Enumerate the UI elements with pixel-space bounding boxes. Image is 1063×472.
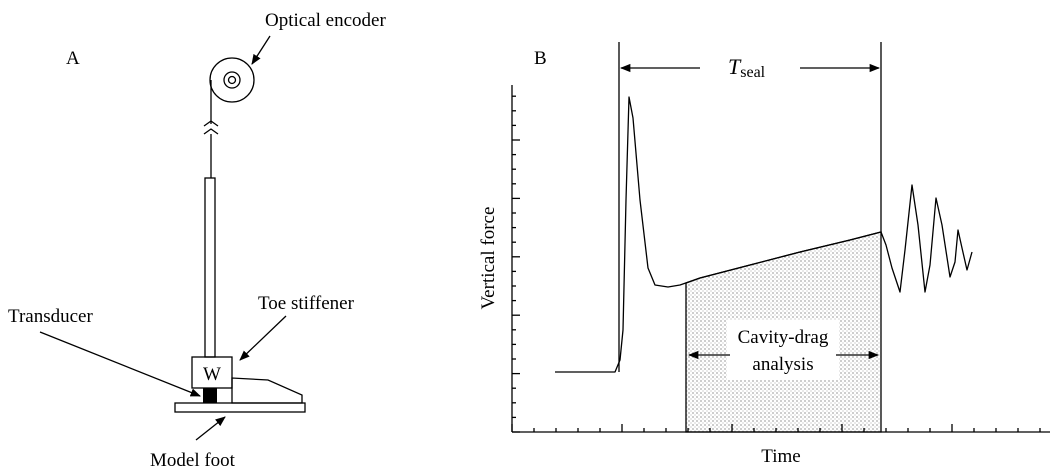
- encoder-hub: [223, 71, 241, 89]
- force-trace: [555, 96, 973, 373]
- y-axis-label: Vertical force: [478, 207, 499, 310]
- foot-label: Model foot: [150, 450, 236, 471]
- panel-label: B: [534, 48, 547, 69]
- rod: [204, 177, 216, 358]
- period-symbol: T: [728, 54, 742, 79]
- region-label: Cavity-drag: [738, 327, 829, 348]
- foot-plate: [174, 402, 306, 413]
- transducer: [203, 388, 217, 403]
- label-box: [727, 320, 839, 380]
- arrow: [251, 35, 271, 65]
- encoder-label: Optical encoder: [265, 10, 386, 31]
- arrow: [239, 315, 287, 361]
- break-mark: [203, 120, 219, 135]
- x-axis-label: Time: [761, 446, 800, 467]
- arrow: [195, 416, 226, 441]
- encoder-axle: [227, 75, 237, 85]
- arrow: [39, 331, 201, 397]
- period-label: Tseal: [728, 54, 766, 81]
- transducer-label: Transducer: [8, 306, 93, 327]
- encoder: [209, 57, 255, 103]
- panel-a: A Optical encoder W Transducer Toe stiff…: [8, 10, 386, 471]
- toe-label: Toe stiffener: [258, 293, 355, 314]
- panel-label: A: [66, 48, 80, 69]
- period-subscript: seal: [740, 64, 765, 81]
- panel-b: B Tseal Cavity-drag analysis Vertical fo…: [478, 42, 1050, 467]
- region-label: analysis: [752, 354, 813, 375]
- weight-label: W: [203, 364, 221, 385]
- toe-stiffener: [231, 377, 303, 404]
